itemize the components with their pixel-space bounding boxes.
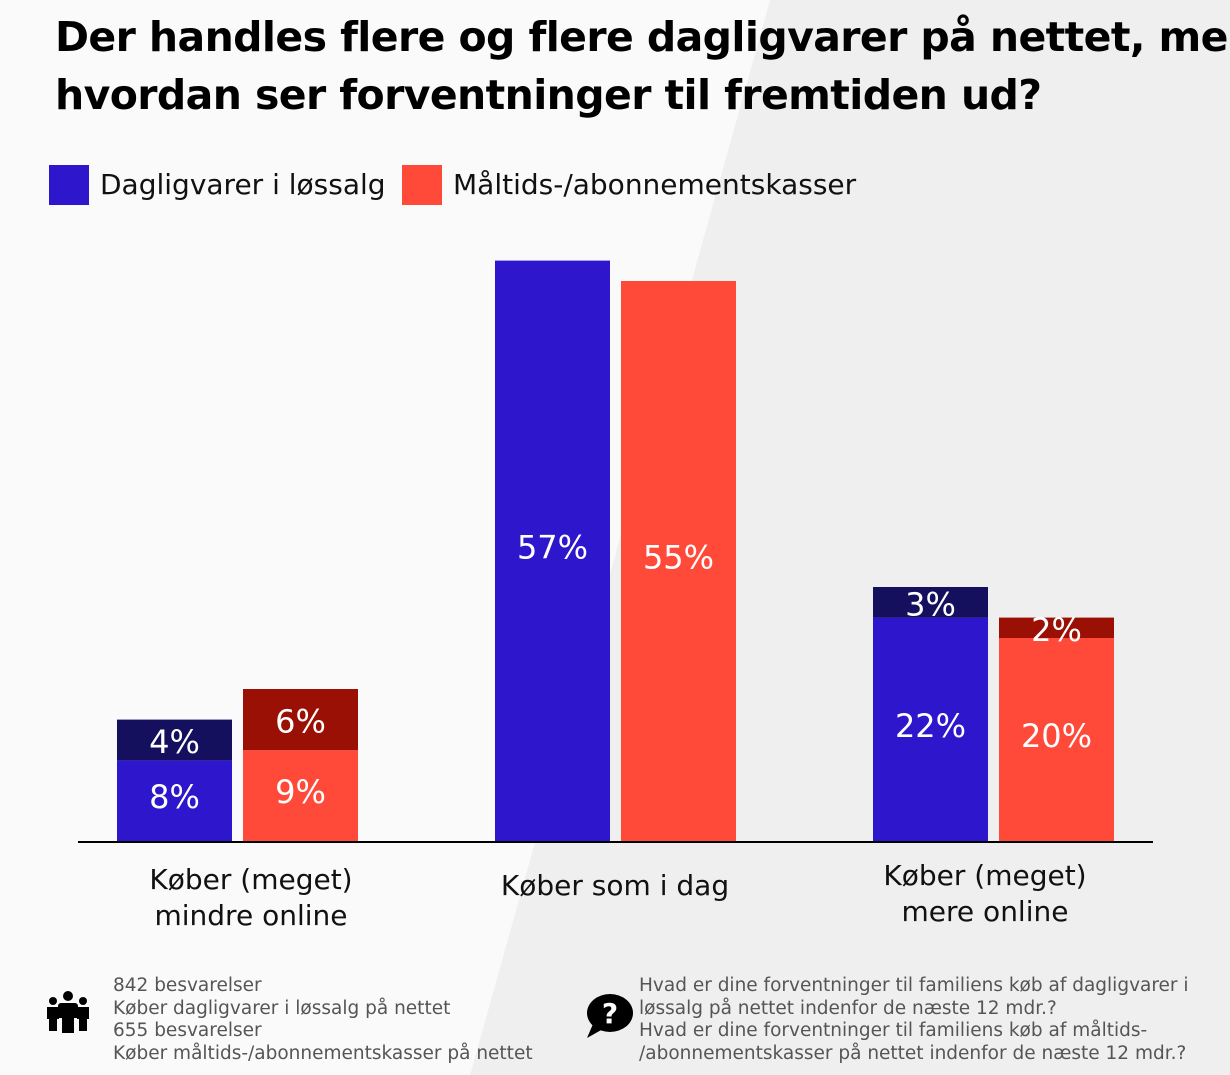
category-label-less-online: Køber (meget) mindre online <box>101 862 401 934</box>
bar-mealkits-same-value-label: 55% <box>643 539 714 577</box>
question-speech-bubble-icon: ? <box>587 994 633 1038</box>
footer-left-line-1: 842 besvarelser <box>113 975 262 996</box>
bar-mealkits-less-online-top <box>243 689 358 751</box>
bar-groceries-same <box>495 260 610 843</box>
bar-mealkits-more-online-top-value-label: 2% <box>1031 611 1082 649</box>
legend-label-groceries: Dagligvarer i løssalg <box>100 168 386 201</box>
bar-groceries-less-online-top <box>117 719 232 761</box>
category-label-less-online-line1: Køber (meget) <box>149 863 353 896</box>
bar-mealkits-more-online-value-label: 20% <box>1021 717 1092 755</box>
footer-left-line-4: Køber måltids-/abonnementskasser på nett… <box>113 1042 533 1064</box>
footer-respondents: 842 besvarelser Køber dagligvarer i løss… <box>113 975 533 1065</box>
category-label-more-online-line1: Køber (meget) <box>883 859 1087 892</box>
bar-groceries-same-value-label: 57% <box>517 528 588 566</box>
bar-mealkits-same <box>621 281 736 842</box>
bar-mealkits-more-online <box>999 638 1114 842</box>
page-title: Der handles flere og flere dagligvarer p… <box>55 8 1230 124</box>
title-line-1: Der handles flere og flere dagligvarer p… <box>55 13 1230 61</box>
bar-mealkits-more-online-top <box>999 617 1114 638</box>
category-label-same: Køber som i dag <box>465 868 765 904</box>
category-label-more-online-line2: mere online <box>901 895 1069 928</box>
bar-groceries-more-online-value-label: 22% <box>895 707 966 745</box>
people-icon <box>47 991 89 1033</box>
bar-mealkits-less-online-value-label: 9% <box>275 773 326 811</box>
bar-groceries-more-online <box>873 617 988 842</box>
bar-groceries-less-online-value-label: 8% <box>149 778 200 816</box>
footer-left-line-3: 655 besvarelser <box>113 1020 262 1041</box>
bar-groceries-more-online-top <box>873 587 988 618</box>
footer-right-line-2: løssalg på nettet indenfor de næste 12 m… <box>639 997 1057 1019</box>
legend-swatch-groceries <box>49 165 89 205</box>
legend-swatch-mealkits <box>402 165 442 205</box>
footer-questions: Hvad er dine forventninger til familiens… <box>639 975 1189 1065</box>
bar-mealkits-less-online-top-value-label: 6% <box>275 703 326 741</box>
footer-right-line-3: Hvad er dine forventninger til familiens… <box>639 1020 1148 1041</box>
svg-text:?: ? <box>602 997 618 1030</box>
category-label-same-line1: Køber som i dag <box>500 869 730 902</box>
bar-groceries-more-online-top-value-label: 3% <box>905 585 956 623</box>
title-line-2: hvordan ser forventninger til fremtiden … <box>55 71 1042 119</box>
bar-groceries-less-online <box>117 760 232 842</box>
category-label-more-online: Køber (meget) mere online <box>835 858 1135 930</box>
legend-label-mealkits: Måltids-/abonnementskasser <box>453 168 857 201</box>
category-label-less-online-line2: mindre online <box>154 899 348 932</box>
footer-right-line-4: /abonnementskasser på nettet indenfor de… <box>639 1042 1187 1064</box>
footer-left-line-2: Køber dagligvarer i løssalg på nettet <box>113 997 451 1019</box>
footer-right-line-1: Hvad er dine forventninger til familiens… <box>639 975 1189 996</box>
bar-groceries-less-online-top-value-label: 4% <box>149 723 200 761</box>
bar-mealkits-less-online <box>243 750 358 842</box>
